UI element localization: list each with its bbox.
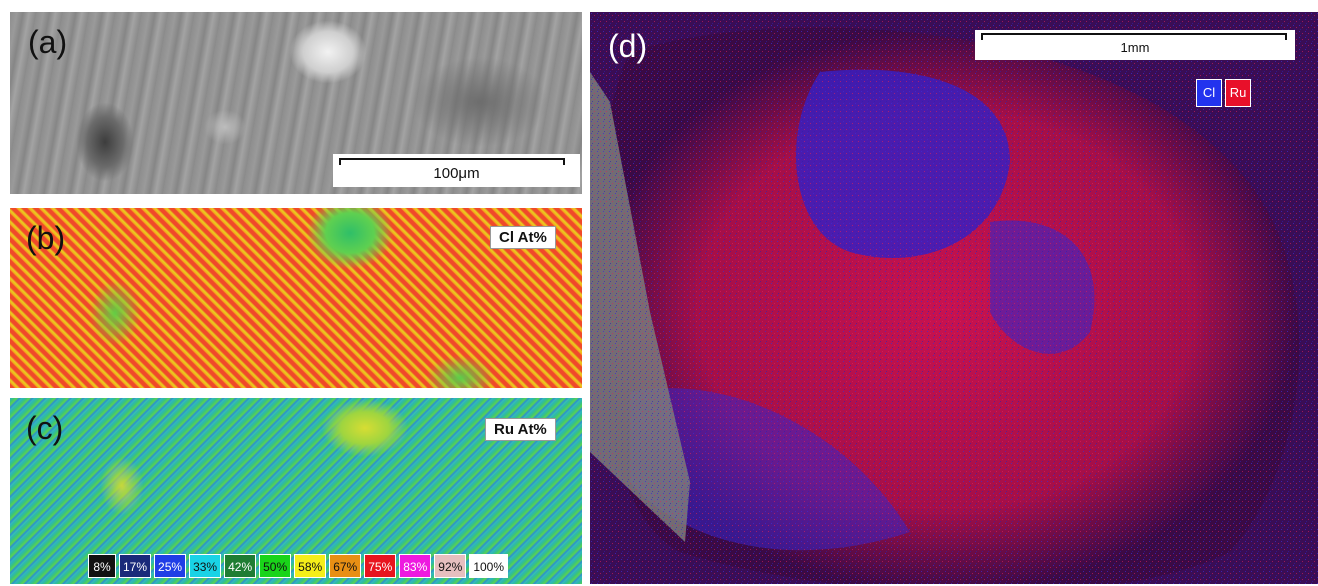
scale-bar-line bbox=[339, 158, 565, 165]
element-chip-cl: Cl bbox=[1196, 79, 1222, 107]
legend-swatch: 67% bbox=[329, 554, 362, 578]
scale-bar-label: 1mm bbox=[1120, 40, 1150, 55]
cl-map-panel bbox=[10, 208, 582, 388]
overlay-map-graphic bbox=[590, 12, 1318, 584]
legend-swatch: 75% bbox=[364, 554, 397, 578]
overlay-map-panel bbox=[590, 12, 1318, 584]
scale-bar-a: 100μm bbox=[333, 154, 580, 187]
legend-swatch: 17% bbox=[119, 554, 152, 578]
panel-label-a: (a) bbox=[28, 24, 68, 60]
ru-at-percent-tag: Ru At% bbox=[485, 418, 556, 441]
legend-swatch: 58% bbox=[294, 554, 327, 578]
legend-swatch: 50% bbox=[259, 554, 292, 578]
panel-label-d: (d) bbox=[608, 28, 648, 64]
scale-bar-label: 100μm bbox=[433, 165, 480, 182]
legend-swatch: 42% bbox=[224, 554, 257, 578]
panel-label-b: (b) bbox=[26, 220, 66, 256]
panel-label-c: (c) bbox=[26, 410, 64, 446]
legend-swatch: 92% bbox=[434, 554, 467, 578]
at-percent-legend: 8% 17% 25% 33% 42% 50% 58% 67% 75% 83% 92% 100% bbox=[88, 554, 509, 578]
sem-image-panel bbox=[10, 12, 582, 194]
ru-map-panel bbox=[10, 398, 582, 584]
legend-swatch: 100% bbox=[469, 554, 509, 578]
scale-bar-d: 1mm bbox=[975, 30, 1295, 60]
legend-swatch: 25% bbox=[154, 554, 187, 578]
legend-swatch: 8% bbox=[88, 554, 116, 578]
scale-bar-line bbox=[981, 33, 1287, 40]
cl-at-percent-tag: Cl At% bbox=[490, 226, 556, 249]
legend-swatch: 33% bbox=[189, 554, 222, 578]
legend-swatch: 83% bbox=[399, 554, 432, 578]
element-chip-ru: Ru bbox=[1225, 79, 1251, 107]
